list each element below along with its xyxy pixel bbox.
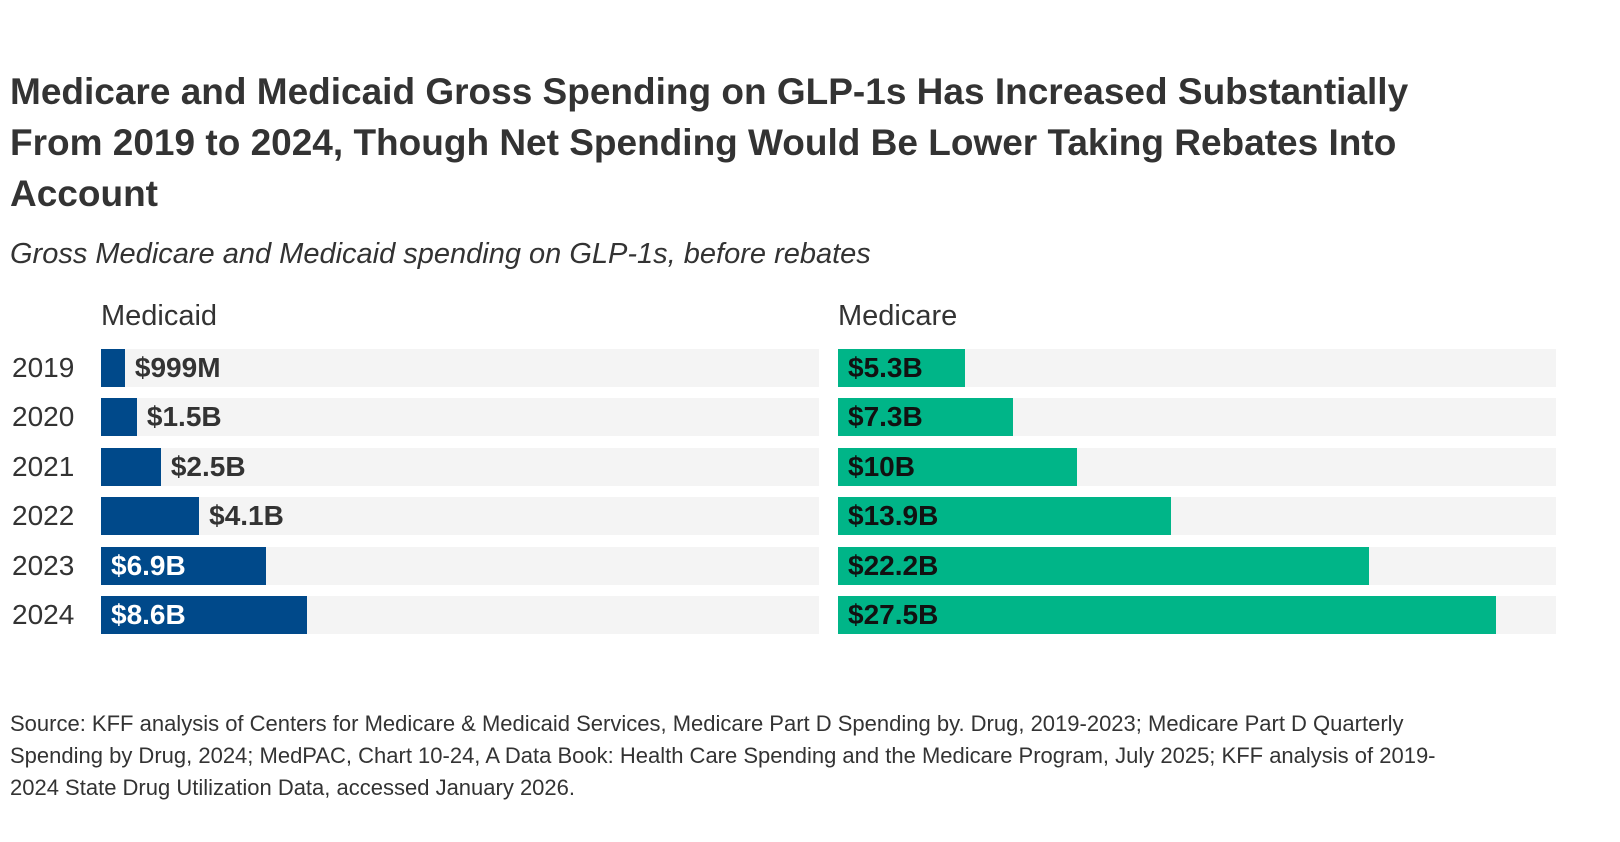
bar-track: $7.3B (838, 398, 1556, 437)
data-label: $7.3B (848, 401, 923, 433)
data-label: $6.9B (111, 549, 186, 581)
bar-track: $5.3B (838, 349, 1556, 387)
data-label: $1.5B (146, 401, 222, 433)
data-label: $10B (848, 450, 915, 482)
bar-medicaid-2020 (101, 398, 137, 437)
bar-track: $1.5B (101, 398, 819, 437)
year-label: 2024 (12, 599, 75, 630)
year-label: 2019 (12, 352, 75, 383)
data-label: $13.9B (848, 500, 939, 532)
year-label: 2023 (12, 549, 75, 581)
bar-medicaid-2019 (101, 349, 125, 387)
panel-title-medicaid: Medicaid (101, 300, 218, 332)
source-note: Source: KFF analysis of Centers for Medi… (10, 711, 1436, 800)
data-label: $22.2B (848, 549, 939, 581)
bar-track: $27.5B (838, 596, 1556, 634)
data-label: $999M (134, 352, 221, 383)
bar-medicare-2023 (838, 546, 1370, 585)
bar-medicaid-2023 (101, 546, 267, 585)
data-label: $8.6B (111, 599, 186, 630)
bar-track: $999M (101, 349, 819, 387)
year-label: 2020 (12, 401, 75, 433)
bar-medicaid-2021 (101, 447, 161, 486)
bar-track: $6.9B (101, 546, 819, 585)
data-label: $27.5B (848, 599, 939, 630)
bar-medicare-2021 (838, 447, 1078, 486)
bar-medicaid-2024 (101, 596, 307, 634)
bar-track: $4.1B (101, 497, 819, 536)
bar-track: $8.6B (101, 596, 819, 634)
data-label: $4.1B (209, 500, 284, 532)
bar-track: $2.5B (101, 447, 819, 486)
bar-medicare-2020 (838, 398, 1013, 437)
bar-medicaid-2022 (101, 497, 200, 536)
chart-title: Medicare and Medicaid Gross Spending on … (10, 71, 1409, 214)
bar-medicare-2024 (838, 596, 1497, 634)
bar-track: $22.2B (838, 546, 1556, 585)
year-label: 2022 (12, 500, 75, 532)
panel-title-medicare: Medicare (838, 300, 958, 332)
year-label: 2021 (12, 450, 75, 482)
bar-track: $10B (838, 447, 1556, 486)
bar-medicare-2022 (838, 497, 1171, 536)
bar-track: $13.9B (838, 497, 1556, 536)
data-label: $5.3B (848, 352, 923, 383)
data-label: $2.5B (170, 450, 246, 482)
chart-subtitle: Gross Medicare and Medicaid spending on … (10, 238, 871, 270)
bar-medicare-2019 (838, 349, 965, 387)
